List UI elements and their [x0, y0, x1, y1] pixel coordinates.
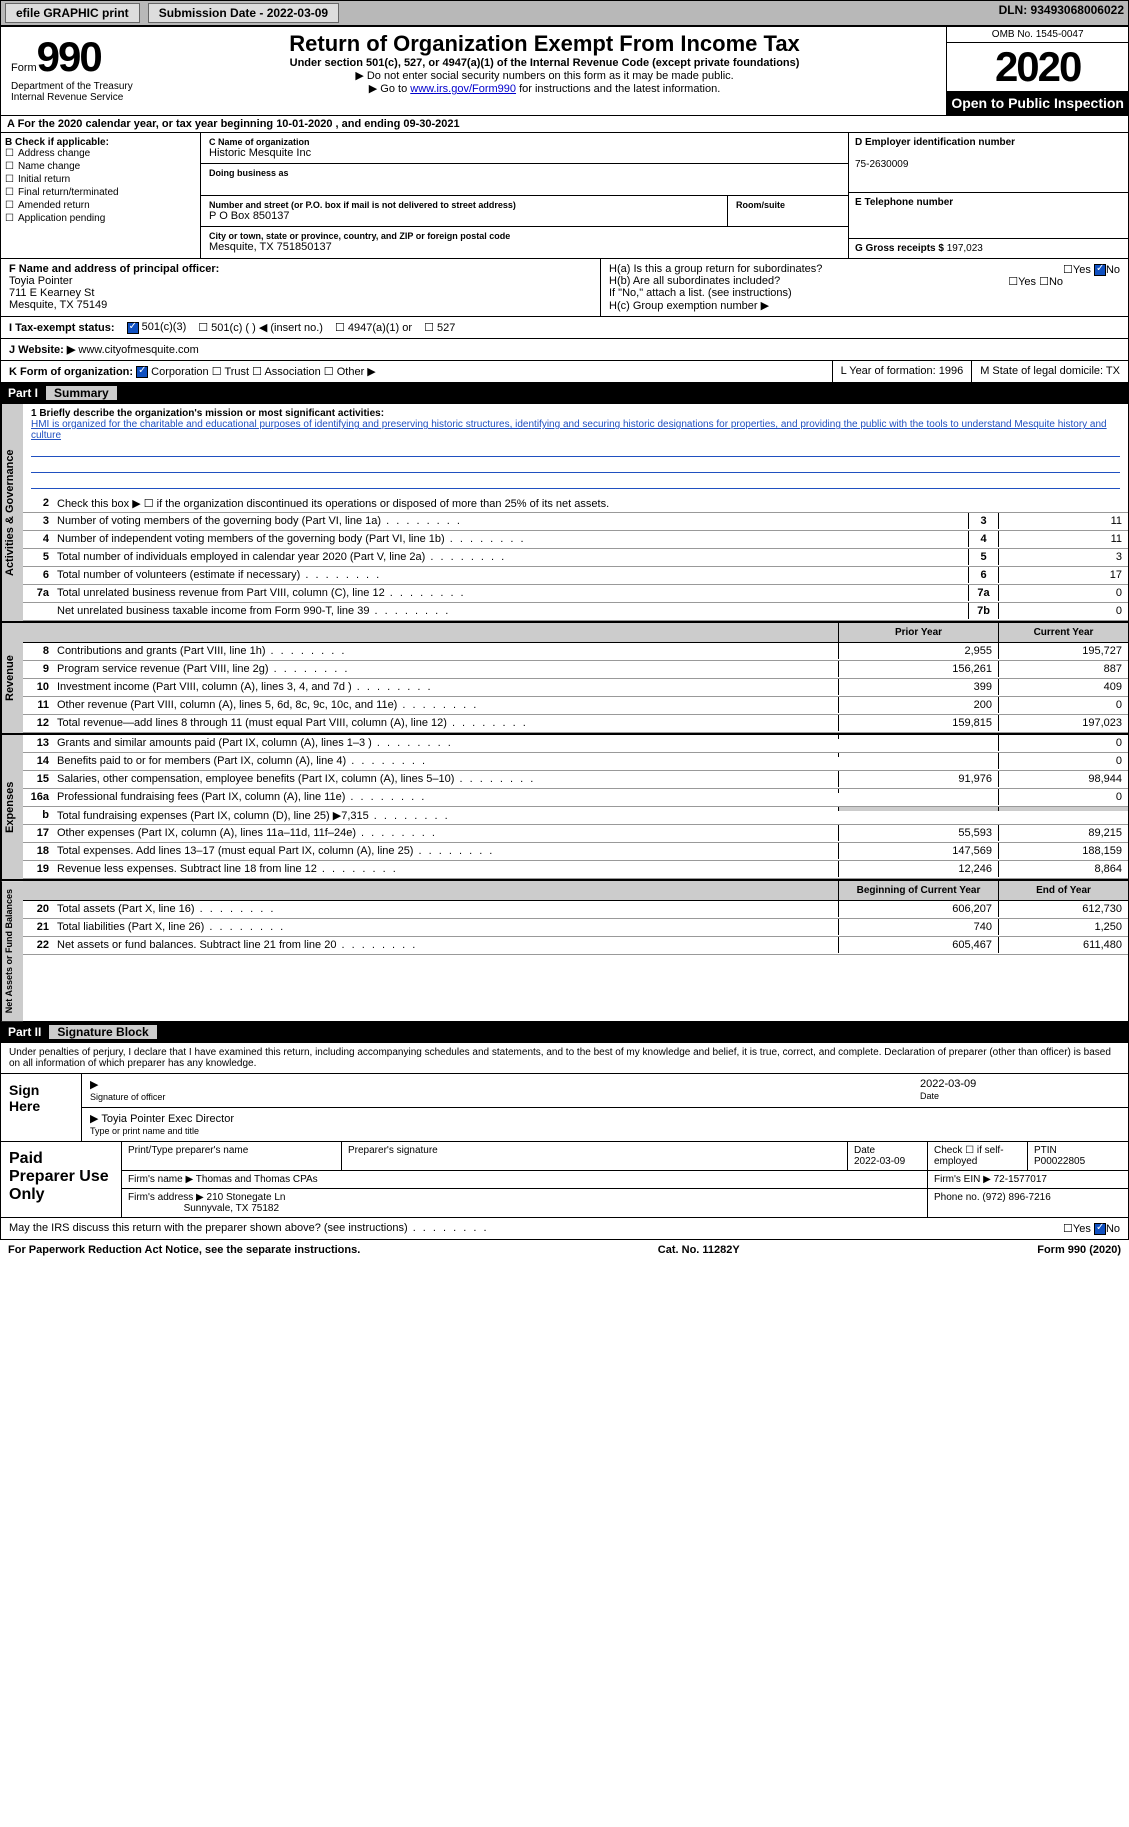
dept-treasury: Department of the Treasury Internal Reve…: [1, 81, 143, 107]
sign-here-label: Sign Here: [1, 1074, 81, 1141]
ein-value: 75-2630009: [855, 159, 908, 170]
vtab-exp: Expenses: [1, 735, 23, 879]
vtab-rev: Revenue: [1, 623, 23, 733]
line-20: 20Total assets (Part X, line 16)606,2076…: [23, 901, 1128, 919]
page-footer: For Paperwork Reduction Act Notice, see …: [0, 1240, 1129, 1260]
paid-preparer-label: Paid Preparer Use Only: [1, 1142, 121, 1217]
summary-revenue: Revenue Prior YearCurrent Year 8Contribu…: [0, 622, 1129, 734]
line-21: 21Total liabilities (Part X, line 26)740…: [23, 919, 1128, 937]
vtab-net: Net Assets or Fund Balances: [1, 881, 23, 1021]
cb-address-change[interactable]: Address change: [5, 148, 196, 159]
officer-addr2: Mesquite, TX 75149: [9, 299, 107, 311]
line-4: 4Number of independent voting members of…: [23, 531, 1128, 549]
part1-header: Part I Summary: [0, 383, 1129, 403]
dba-label: Doing business as: [209, 168, 840, 178]
gross-receipts-value: 197,023: [947, 243, 983, 254]
tax-year: 2020: [947, 43, 1128, 91]
ssn-notice: ▶ Do not enter social security numbers o…: [147, 69, 943, 82]
line-10: 10Investment income (Part VIII, column (…: [23, 679, 1128, 697]
line-6: 6Total number of volunteers (estimate if…: [23, 567, 1128, 585]
line-b: bTotal fundraising expenses (Part IX, co…: [23, 807, 1128, 825]
line-9: 9Program service revenue (Part VIII, lin…: [23, 661, 1128, 679]
gross-receipts-label: G Gross receipts $: [855, 243, 944, 254]
line-11: 11Other revenue (Part VIII, column (A), …: [23, 697, 1128, 715]
org-info-block: B Check if applicable: Address change Na…: [0, 133, 1129, 259]
dln-text: DLN: 93493068006022: [999, 3, 1124, 23]
officer-name: Toyia Pointer: [9, 275, 73, 287]
officer-label: F Name and address of principal officer:: [9, 263, 219, 275]
efile-print-button[interactable]: efile GRAPHIC print: [5, 3, 140, 23]
part2-header: Part II Signature Block: [0, 1022, 1129, 1042]
ein-label: D Employer identification number: [855, 137, 1015, 148]
cb-final-return[interactable]: Final return/terminated: [5, 187, 196, 198]
irs-link[interactable]: www.irs.gov/Form990: [410, 83, 516, 95]
mission-label: 1 Briefly describe the organization's mi…: [31, 408, 1120, 419]
form-header: Form990 Department of the Treasury Inter…: [0, 26, 1129, 116]
form-title: Return of Organization Exempt From Incom…: [147, 31, 943, 57]
summary-expenses: Expenses 13Grants and similar amounts pa…: [0, 734, 1129, 880]
line-3: 3Number of voting members of the governi…: [23, 513, 1128, 531]
line-15: 15Salaries, other compensation, employee…: [23, 771, 1128, 789]
line-19: 19Revenue less expenses. Subtract line 1…: [23, 861, 1128, 879]
website-row: J Website: ▶ www.cityofmesquite.com: [0, 339, 1129, 361]
line-14: 14Benefits paid to or for members (Part …: [23, 753, 1128, 771]
org-address: P O Box 850137: [209, 210, 719, 222]
form-number: Form990: [11, 33, 133, 81]
omb-number: OMB No. 1545-0047: [947, 27, 1128, 43]
line-7a: 7aTotal unrelated business revenue from …: [23, 585, 1128, 603]
h-note: If "No," attach a list. (see instruction…: [609, 287, 1120, 299]
line-18: 18Total expenses. Add lines 13–17 (must …: [23, 843, 1128, 861]
form-subtitle: Under section 501(c), 527, or 4947(a)(1)…: [147, 57, 943, 69]
open-public-badge: Open to Public Inspection: [947, 91, 1128, 115]
efile-topbar: efile GRAPHIC print Submission Date - 20…: [0, 0, 1129, 26]
form-org-row: K Form of organization: Corporation ☐ Tr…: [0, 361, 1129, 383]
org-city: Mesquite, TX 751850137: [209, 241, 840, 253]
cb-amended[interactable]: Amended return: [5, 200, 196, 211]
line-13: 13Grants and similar amounts paid (Part …: [23, 735, 1128, 753]
line-: Net unrelated business taxable income fr…: [23, 603, 1128, 621]
submission-date-button[interactable]: Submission Date - 2022-03-09: [148, 3, 339, 23]
mission-text: HMI is organized for the charitable and …: [31, 419, 1120, 441]
signature-block: Under penalties of perjury, I declare th…: [0, 1042, 1129, 1240]
officer-section: F Name and address of principal officer:…: [0, 259, 1129, 317]
goto-notice: ▶ Go to www.irs.gov/Form990 for instruct…: [147, 82, 943, 95]
line-17: 17Other expenses (Part IX, column (A), l…: [23, 825, 1128, 843]
officer-addr1: 711 E Kearney St: [9, 287, 94, 299]
discuss-question: May the IRS discuss this return with the…: [9, 1222, 1063, 1235]
tax-period: A For the 2020 calendar year, or tax yea…: [0, 116, 1129, 133]
h-c: H(c) Group exemption number ▶: [609, 299, 1120, 312]
tax-status-row: I Tax-exempt status: 501(c)(3) ☐ 501(c) …: [0, 317, 1129, 339]
addr-label: Number and street (or P.O. box if mail i…: [209, 200, 719, 210]
cb-name-change[interactable]: Name change: [5, 161, 196, 172]
org-name: Historic Mesquite Inc: [209, 147, 840, 159]
summary-netassets: Net Assets or Fund Balances Beginning of…: [0, 880, 1129, 1022]
line-12: 12Total revenue—add lines 8 through 11 (…: [23, 715, 1128, 733]
summary-governance: Activities & Governance 1 Briefly descri…: [0, 403, 1129, 622]
phone-label: E Telephone number: [855, 197, 953, 208]
check-applicable-label: B Check if applicable:: [5, 137, 196, 148]
cb-application-pending[interactable]: Application pending: [5, 213, 196, 224]
line-8: 8Contributions and grants (Part VIII, li…: [23, 643, 1128, 661]
h-b: H(b) Are all subordinates included?: [609, 275, 780, 287]
line-2: 2Check this box ▶ ☐ if the organization …: [23, 495, 1128, 513]
cb-initial-return[interactable]: Initial return: [5, 174, 196, 185]
line-22: 22Net assets or fund balances. Subtract …: [23, 937, 1128, 955]
line-16a: 16aProfessional fundraising fees (Part I…: [23, 789, 1128, 807]
line-5: 5Total number of individuals employed in…: [23, 549, 1128, 567]
h-a: H(a) Is this a group return for subordin…: [609, 263, 822, 275]
city-label: City or town, state or province, country…: [209, 231, 840, 241]
room-label: Room/suite: [736, 200, 840, 210]
org-name-label: C Name of organization: [209, 137, 840, 147]
perjury-text: Under penalties of perjury, I declare th…: [1, 1043, 1128, 1073]
vtab-gov: Activities & Governance: [1, 404, 23, 621]
